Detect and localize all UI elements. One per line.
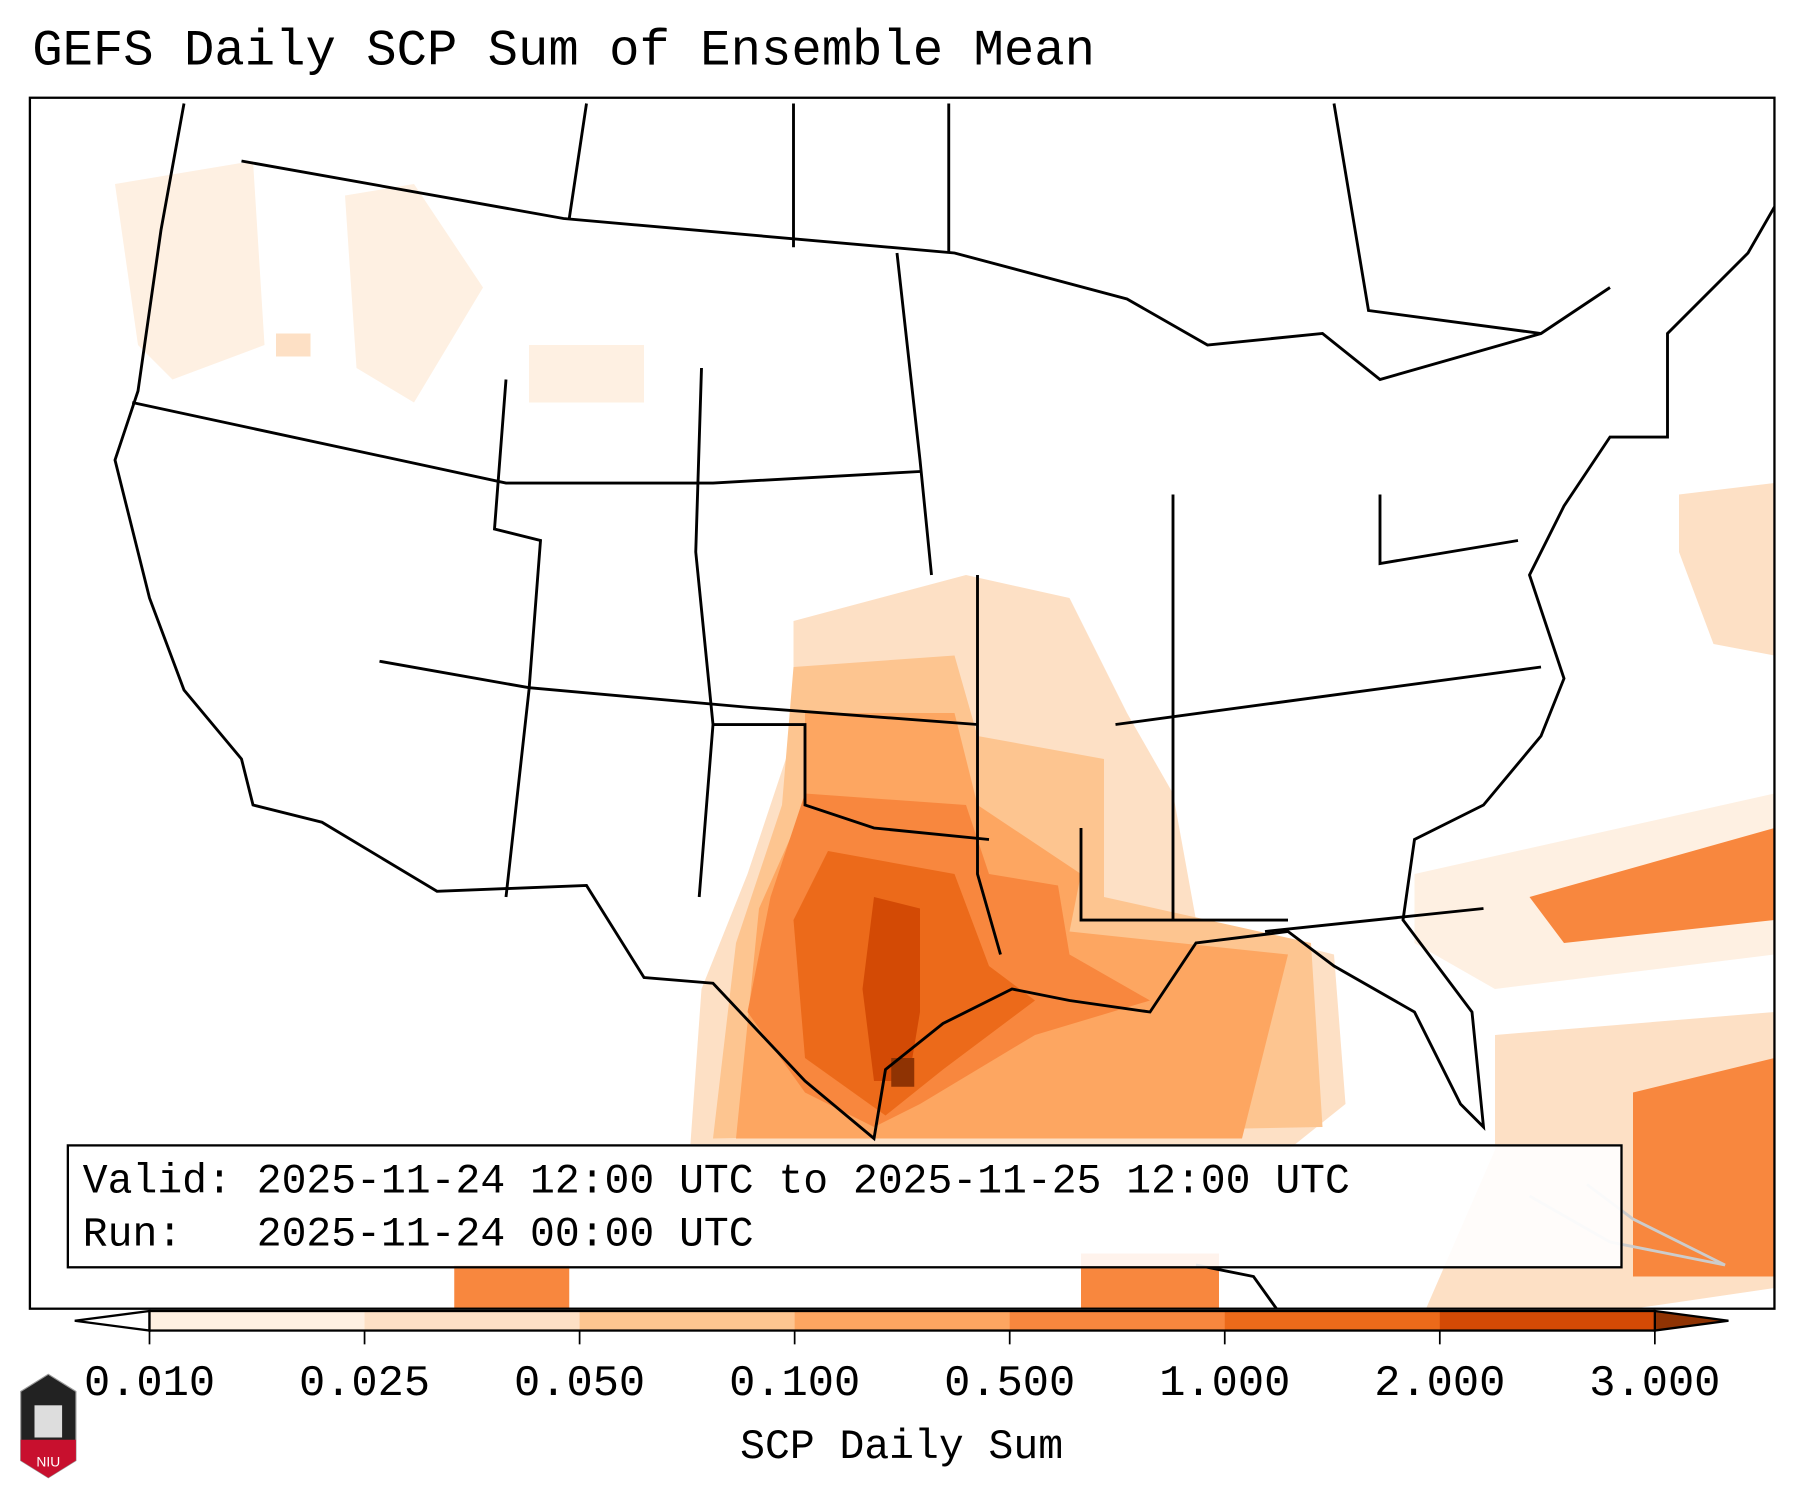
colorbar-tick-label: 3.000 [1589,1360,1720,1409]
logo-text: NIU [36,1454,60,1469]
colorbar-bin [1009,1311,1226,1331]
colorbar-tick-label: 0.010 [84,1360,215,1409]
colorbar-tick-label: 2.000 [1374,1360,1505,1409]
colorbar-tick-label: 1.000 [1159,1360,1290,1409]
run-label: Run: [82,1210,183,1259]
colorbar-tick-label: 0.500 [944,1360,1075,1409]
colorbar-bin [1224,1311,1441,1331]
colorbar-bin [794,1311,1011,1331]
colorbar-label: SCP Daily Sum [740,1425,1063,1471]
map-boundaries [113,103,1775,1309]
colorbar-frame [148,1309,1656,1332]
valid-label: Valid: [82,1158,232,1206]
colorbar-extend-min [74,1309,151,1332]
map-frame [28,96,1776,1310]
colorbar-bin [579,1311,796,1331]
chart-title: GEFS Daily SCP Sum of Ensemble Mean [32,23,1095,81]
run-value: 2025-11-24 00:00 UTC [256,1210,754,1259]
colorbar-tick-label: 0.050 [514,1360,645,1409]
colorbar-tick-label: 0.025 [299,1360,430,1409]
colorbar-bin [1439,1311,1656,1331]
colorbar-bin [364,1311,581,1331]
colorbar-tick-label: 0.100 [729,1360,860,1409]
colorbar-bin [149,1311,366,1331]
scp-shading [115,161,1775,1309]
colorbar: 0.010 0.025 0.050 0.100 0.500 1.000 2.000 3.000 [74,1309,1729,1409]
niu-logo: NIU [20,1373,77,1479]
colorbar-extend-max [1653,1309,1729,1332]
valid-value: 2025-11-24 12:00 UTC to 2025-11-25 12:00… [256,1158,1350,1206]
valid-info-box: Valid: 2025-11-24 12:00 UTC to 2025-11-2… [66,1144,1623,1269]
